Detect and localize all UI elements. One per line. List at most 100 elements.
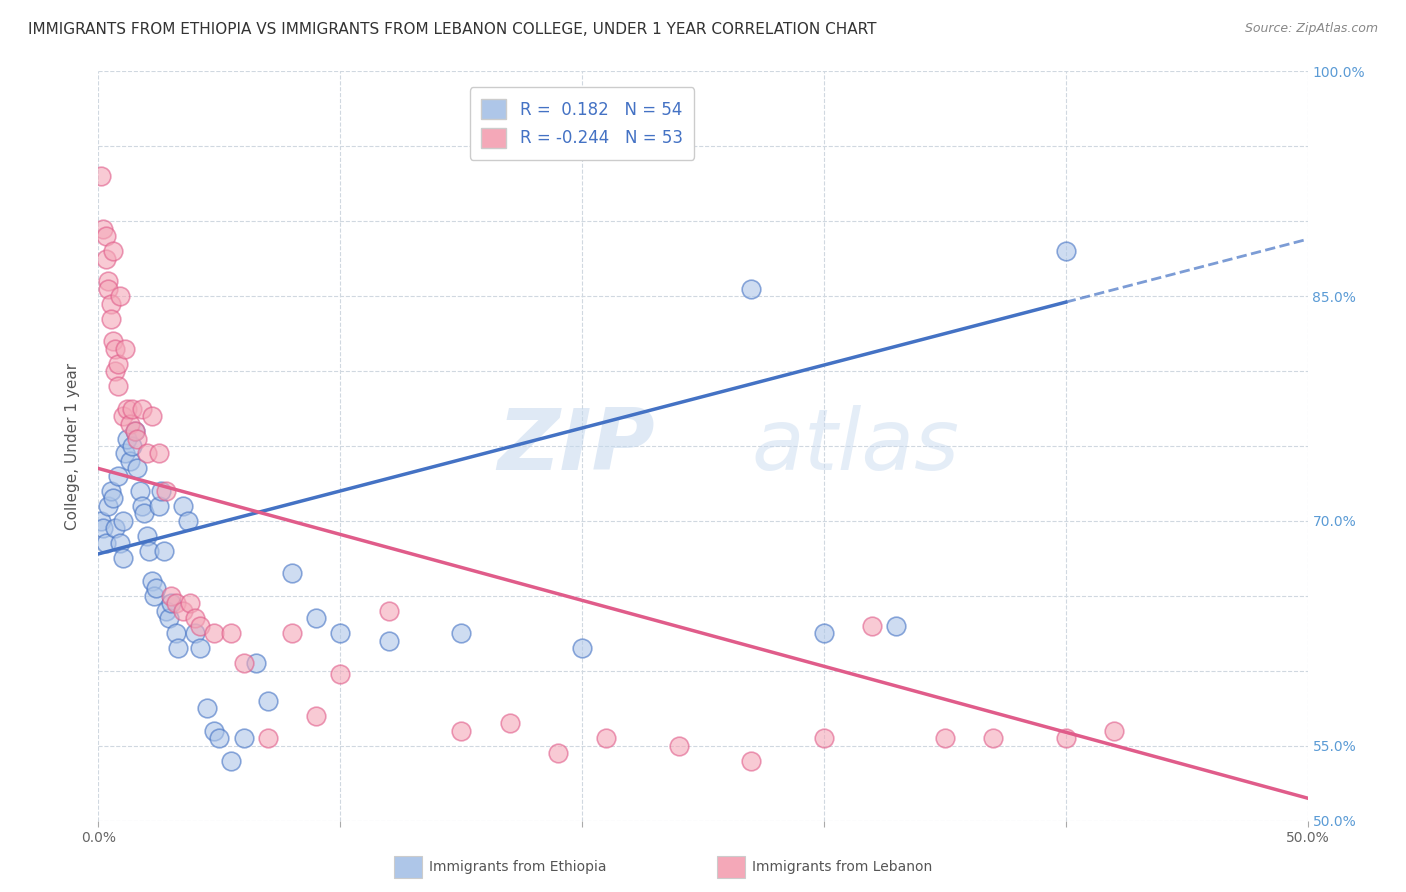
Text: IMMIGRANTS FROM ETHIOPIA VS IMMIGRANTS FROM LEBANON COLLEGE, UNDER 1 YEAR CORREL: IMMIGRANTS FROM ETHIOPIA VS IMMIGRANTS F… [28, 22, 876, 37]
Point [281, 626, 304, 640]
Point [172, 499, 194, 513]
Point [281, 566, 304, 581]
Point [221, 626, 243, 640]
Point [118, 454, 141, 468]
Point [90, 514, 112, 528]
Point [157, 611, 180, 625]
Point [100, 311, 122, 326]
Point [232, 657, 254, 671]
Point [160, 589, 183, 603]
Point [813, 731, 835, 746]
Point [135, 529, 157, 543]
Point [329, 626, 352, 640]
Point [668, 739, 690, 753]
Point [108, 536, 131, 550]
Point [148, 446, 170, 460]
Point [94, 536, 117, 550]
Point [143, 589, 166, 603]
Point [329, 666, 352, 681]
Point [1054, 731, 1077, 746]
Point [179, 596, 201, 610]
Point [131, 401, 153, 416]
Point [165, 626, 187, 640]
Point [172, 604, 194, 618]
Point [101, 334, 124, 348]
Point [547, 746, 569, 760]
Point [141, 409, 163, 423]
Point [498, 716, 520, 731]
Point [124, 424, 146, 438]
Point [256, 731, 278, 746]
Point [90, 169, 112, 184]
Point [94, 229, 117, 244]
Point [450, 723, 472, 738]
Point [91, 521, 114, 535]
Point [135, 446, 157, 460]
Point [131, 499, 153, 513]
Point [740, 282, 762, 296]
Point [107, 357, 129, 371]
Point [127, 432, 149, 446]
Point [97, 499, 120, 513]
Point [117, 401, 139, 416]
Legend: R =  0.182   N = 54, R = -0.244   N = 53: R = 0.182 N = 54, R = -0.244 N = 53 [470, 87, 695, 160]
Point [111, 409, 134, 423]
Text: Immigrants from Ethiopia: Immigrants from Ethiopia [429, 860, 606, 874]
Point [107, 379, 129, 393]
Point [152, 544, 174, 558]
Text: Immigrants from Lebanon: Immigrants from Lebanon [752, 860, 932, 874]
Point [124, 424, 146, 438]
Point [571, 641, 593, 656]
Point [138, 544, 160, 558]
Point [177, 514, 200, 528]
Point [100, 483, 122, 498]
Point [114, 342, 136, 356]
Point [377, 604, 399, 618]
Point [232, 731, 254, 746]
Point [148, 499, 170, 513]
Point [165, 596, 187, 610]
Point [107, 469, 129, 483]
Point [204, 723, 226, 738]
Point [100, 296, 122, 310]
Point [208, 731, 231, 746]
Point [934, 731, 956, 746]
Point [155, 483, 177, 498]
Point [305, 708, 328, 723]
Point [184, 611, 207, 625]
Point [141, 574, 163, 588]
Point [221, 754, 243, 768]
Point [104, 364, 127, 378]
Point [114, 446, 136, 460]
Point [97, 282, 120, 296]
Point [813, 626, 835, 640]
Point [740, 754, 762, 768]
Point [104, 342, 127, 356]
Point [886, 619, 908, 633]
Point [981, 731, 1004, 746]
Point [1054, 244, 1077, 259]
Point [377, 633, 399, 648]
Text: Source: ZipAtlas.com: Source: ZipAtlas.com [1244, 22, 1378, 36]
Point [128, 483, 150, 498]
Point [150, 483, 173, 498]
Text: ZIP: ZIP [496, 404, 655, 488]
Point [450, 626, 472, 640]
Point [134, 507, 156, 521]
Y-axis label: College, Under 1 year: College, Under 1 year [65, 362, 80, 530]
Point [104, 521, 127, 535]
Point [188, 619, 211, 633]
Point [1102, 723, 1125, 738]
Point [111, 514, 134, 528]
Point [256, 694, 278, 708]
Point [121, 401, 143, 416]
Text: atlas: atlas [751, 404, 959, 488]
Point [118, 417, 141, 431]
Point [204, 626, 226, 640]
Point [108, 289, 131, 303]
Point [305, 611, 328, 625]
Point [91, 221, 114, 235]
Point [245, 657, 267, 671]
Point [101, 244, 124, 259]
Point [145, 582, 167, 596]
